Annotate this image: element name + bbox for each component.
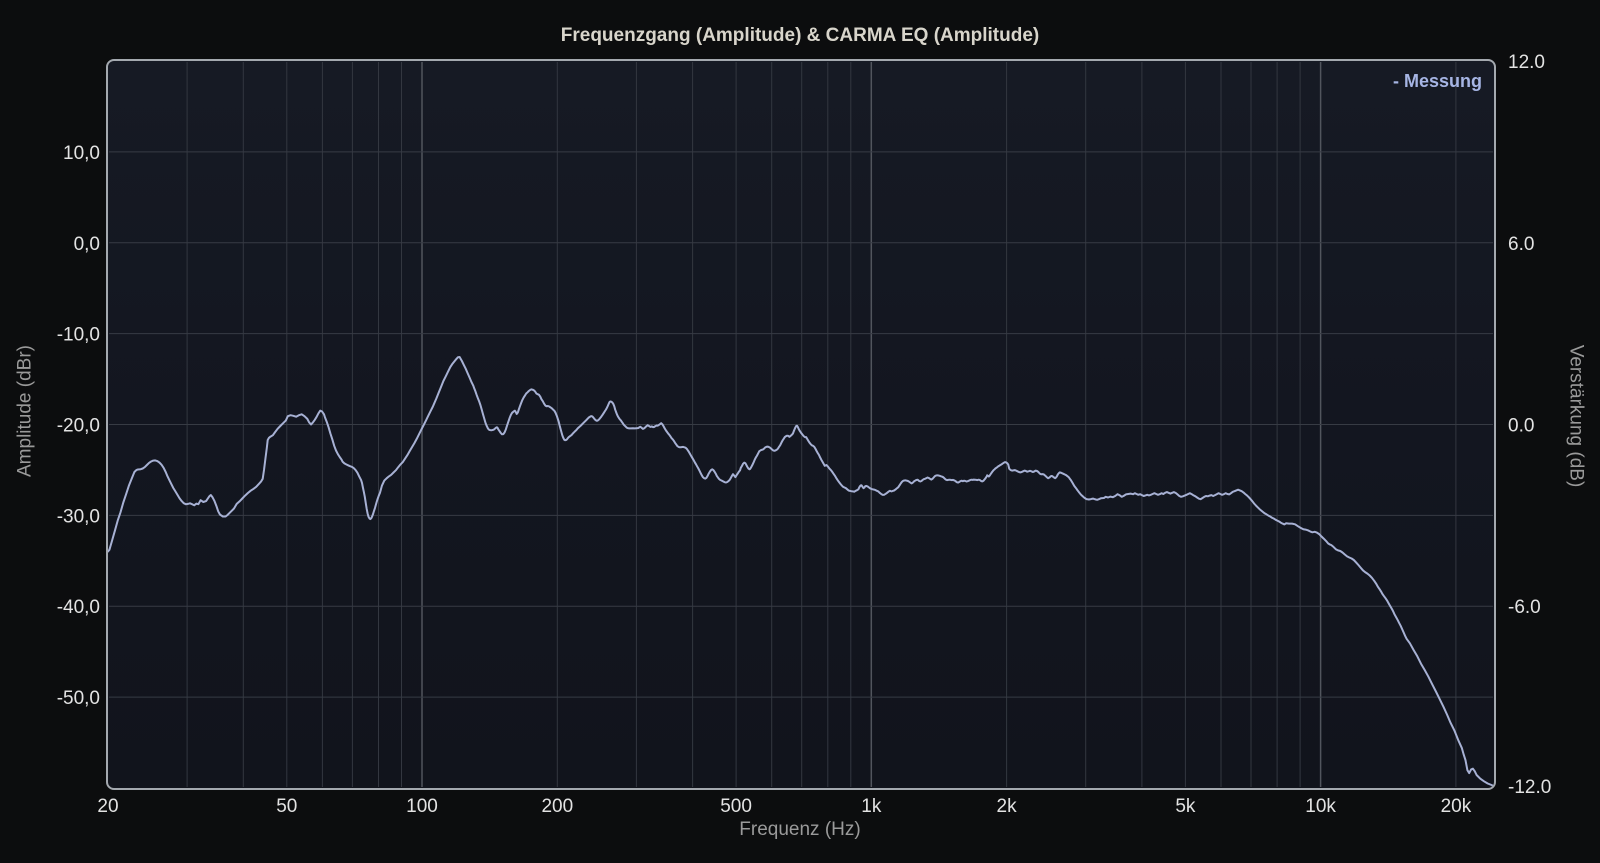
svg-text:0,0: 0,0 [74,234,100,255]
svg-text:10k: 10k [1305,796,1336,817]
svg-text:50: 50 [276,796,297,817]
svg-text:-6.0: -6.0 [1508,597,1541,618]
svg-text:0.0: 0.0 [1508,416,1534,437]
svg-text:6.0: 6.0 [1508,234,1534,255]
svg-text:Amplitude (dBr): Amplitude (dBr) [15,345,36,477]
svg-text:-20,0: -20,0 [57,416,100,437]
svg-text:Frequenzgang (Amplitude) & CAR: Frequenzgang (Amplitude) & CARMA EQ (Amp… [561,25,1040,46]
svg-text:500: 500 [720,796,752,817]
svg-text:12.0: 12.0 [1508,52,1545,73]
svg-text:200: 200 [541,796,573,817]
svg-text:Verstärkung (dB): Verstärkung (dB) [1566,345,1587,488]
svg-text:100: 100 [406,796,438,817]
svg-text:-12.0: -12.0 [1508,777,1551,798]
svg-text:1k: 1k [861,796,882,817]
svg-text:10,0: 10,0 [63,143,100,164]
svg-text:-30,0: -30,0 [57,506,100,527]
svg-text:- Messung: - Messung [1393,71,1482,91]
svg-text:Frequenz (Hz): Frequenz (Hz) [739,819,860,840]
svg-text:-10,0: -10,0 [57,325,100,346]
svg-text:20: 20 [97,796,118,817]
svg-text:20k: 20k [1441,796,1472,817]
svg-text:-40,0: -40,0 [57,597,100,618]
svg-text:2k: 2k [997,796,1018,817]
svg-text:5k: 5k [1175,796,1196,817]
svg-text:-50,0: -50,0 [57,688,100,709]
